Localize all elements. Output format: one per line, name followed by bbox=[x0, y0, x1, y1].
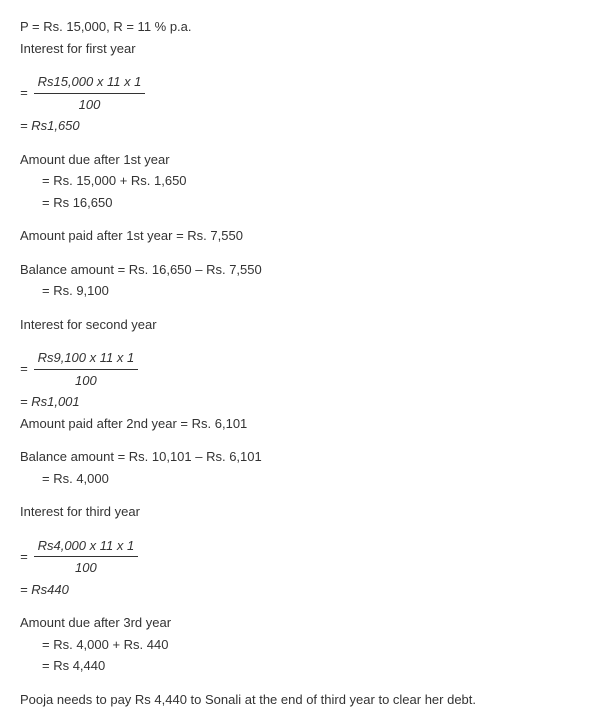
year1-amount-due-calc: = Rs. 15,000 + Rs. 1,650 bbox=[20, 171, 575, 191]
year1-fraction-row: = Rs15,000 x 11 x 1 100 bbox=[20, 72, 575, 114]
year3-interest-result: = Rs440 bbox=[20, 580, 575, 600]
equals-sign: = bbox=[20, 394, 28, 409]
year2-interest-result: = Rs1,001 bbox=[20, 392, 575, 412]
year1-denominator: 100 bbox=[34, 94, 146, 115]
year2-denominator: 100 bbox=[34, 370, 139, 391]
year2-numerator: Rs9,100 x 11 x 1 bbox=[34, 348, 139, 370]
year2-balance-heading: Balance amount = Rs. 10,101 – Rs. 6,101 bbox=[20, 447, 575, 467]
year1-balance-heading: Balance amount = Rs. 16,650 – Rs. 7,550 bbox=[20, 260, 575, 280]
year2-fraction: Rs9,100 x 11 x 1 100 bbox=[34, 348, 139, 390]
year1-fraction: Rs15,000 x 11 x 1 100 bbox=[34, 72, 146, 114]
equals-sign: = bbox=[20, 582, 28, 597]
year2-amount-paid: Amount paid after 2nd year = Rs. 6,101 bbox=[20, 414, 575, 434]
equals-sign: = bbox=[20, 547, 28, 567]
year3-amount-due-heading: Amount due after 3rd year bbox=[20, 613, 575, 633]
year3-fraction-row: = Rs4,000 x 11 x 1 100 bbox=[20, 536, 575, 578]
year1-amount-paid: Amount paid after 1st year = Rs. 7,550 bbox=[20, 226, 575, 246]
year3-denominator: 100 bbox=[34, 557, 139, 578]
year1-numerator: Rs15,000 x 11 x 1 bbox=[34, 72, 146, 94]
year1-result-value: Rs1,650 bbox=[31, 118, 79, 133]
year2-fraction-row: = Rs9,100 x 11 x 1 100 bbox=[20, 348, 575, 390]
year3-result-value: Rs440 bbox=[31, 582, 69, 597]
year1-amount-due-result: = Rs 16,650 bbox=[20, 193, 575, 213]
year1-amount-due-heading: Amount due after 1st year bbox=[20, 150, 575, 170]
given-line: P = Rs. 15,000, R = 11 % p.a. bbox=[20, 17, 575, 37]
equals-sign: = bbox=[20, 118, 28, 133]
year1-balance-result: = Rs. 9,100 bbox=[20, 281, 575, 301]
conclusion: Pooja needs to pay Rs 4,440 to Sonali at… bbox=[20, 690, 575, 710]
year3-fraction: Rs4,000 x 11 x 1 100 bbox=[34, 536, 139, 578]
year1-interest-heading: Interest for first year bbox=[20, 39, 575, 59]
year2-result-value: Rs1,001 bbox=[31, 394, 79, 409]
year2-balance-result: = Rs. 4,000 bbox=[20, 469, 575, 489]
year1-interest-result: = Rs1,650 bbox=[20, 116, 575, 136]
year3-amount-due-calc: = Rs. 4,000 + Rs. 440 bbox=[20, 635, 575, 655]
year3-interest-heading: Interest for third year bbox=[20, 502, 575, 522]
year2-interest-heading: Interest for second year bbox=[20, 315, 575, 335]
equals-sign: = bbox=[20, 83, 28, 103]
year3-amount-due-result: = Rs 4,440 bbox=[20, 656, 575, 676]
year3-numerator: Rs4,000 x 11 x 1 bbox=[34, 536, 139, 558]
equals-sign: = bbox=[20, 359, 28, 379]
